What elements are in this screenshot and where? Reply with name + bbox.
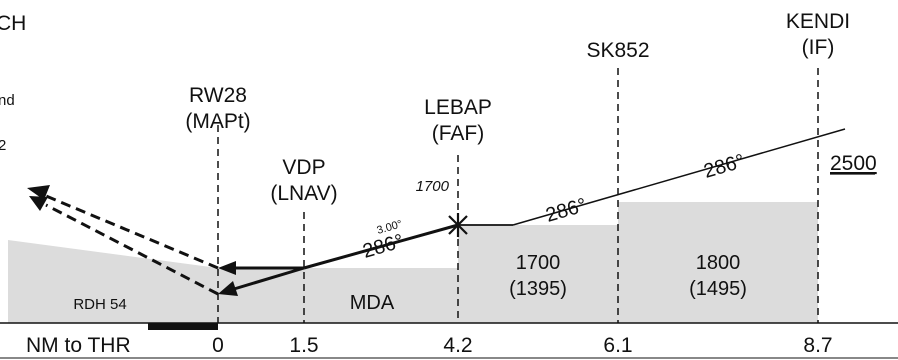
final-descent-path xyxy=(303,223,459,270)
fix-lebap-name: LEBAP xyxy=(424,96,492,119)
segment1-height: (1395) xyxy=(509,278,567,300)
faf-cross-icon xyxy=(448,213,468,237)
rw28-arrowhead xyxy=(218,281,238,296)
left-note-2: 2 xyxy=(0,137,6,154)
segment1-altitude: 1700 xyxy=(516,252,561,274)
distance-tick-2: 4.2 xyxy=(443,334,472,357)
fix-kendi-role: (IF) xyxy=(802,36,835,59)
mda-segment-shading xyxy=(218,268,458,323)
rdh-label: RDH 54 xyxy=(73,296,126,313)
final-descent-to-rw28 xyxy=(233,266,305,291)
course-lebap-sk852: 286° xyxy=(543,194,589,227)
fix-kendi-name: KENDI xyxy=(786,10,850,33)
segment-1800-shading xyxy=(618,202,818,323)
fix-rw28-name: RW28 xyxy=(189,84,247,107)
fix-lebap-role: (FAF) xyxy=(432,122,485,145)
segment2-height: (1495) xyxy=(689,278,747,300)
distance-tick-4: 8.7 xyxy=(803,334,832,357)
scale-bar xyxy=(148,323,218,330)
rdh-area-shading xyxy=(8,240,218,323)
distance-tick-0: 0 xyxy=(212,334,224,357)
mda-arrowhead xyxy=(218,261,236,275)
fix-rw28-role: (MAPt) xyxy=(185,110,250,133)
missed-approach-arrowhead-upper xyxy=(27,185,50,200)
title-fragment: CH xyxy=(0,12,26,35)
distance-tick-1: 1.5 xyxy=(289,334,318,357)
intermediate-path-kendi-segment xyxy=(512,128,846,226)
segment2-altitude: 1800 xyxy=(696,252,741,274)
faf-crossing-altitude: 1700 xyxy=(416,178,450,195)
fix-sk852-name: SK852 xyxy=(586,39,649,62)
mda-label: MDA xyxy=(350,292,395,314)
distance-scale-title: NM to THR xyxy=(26,334,131,357)
missed-approach-lower xyxy=(45,203,219,296)
if-altitude: 2500 xyxy=(830,152,877,175)
course-sk852-kendi: 286° xyxy=(701,150,747,183)
distance-tick-3: 6.1 xyxy=(603,334,632,357)
final-course: 286° xyxy=(360,230,406,263)
left-note-1: nd xyxy=(0,92,15,109)
missed-approach-arrowhead-lower xyxy=(29,196,48,211)
fix-vdp-role: (LNAV) xyxy=(270,182,337,205)
segment-1700-shading xyxy=(458,225,618,323)
fix-vdp-name: VDP xyxy=(282,156,325,179)
